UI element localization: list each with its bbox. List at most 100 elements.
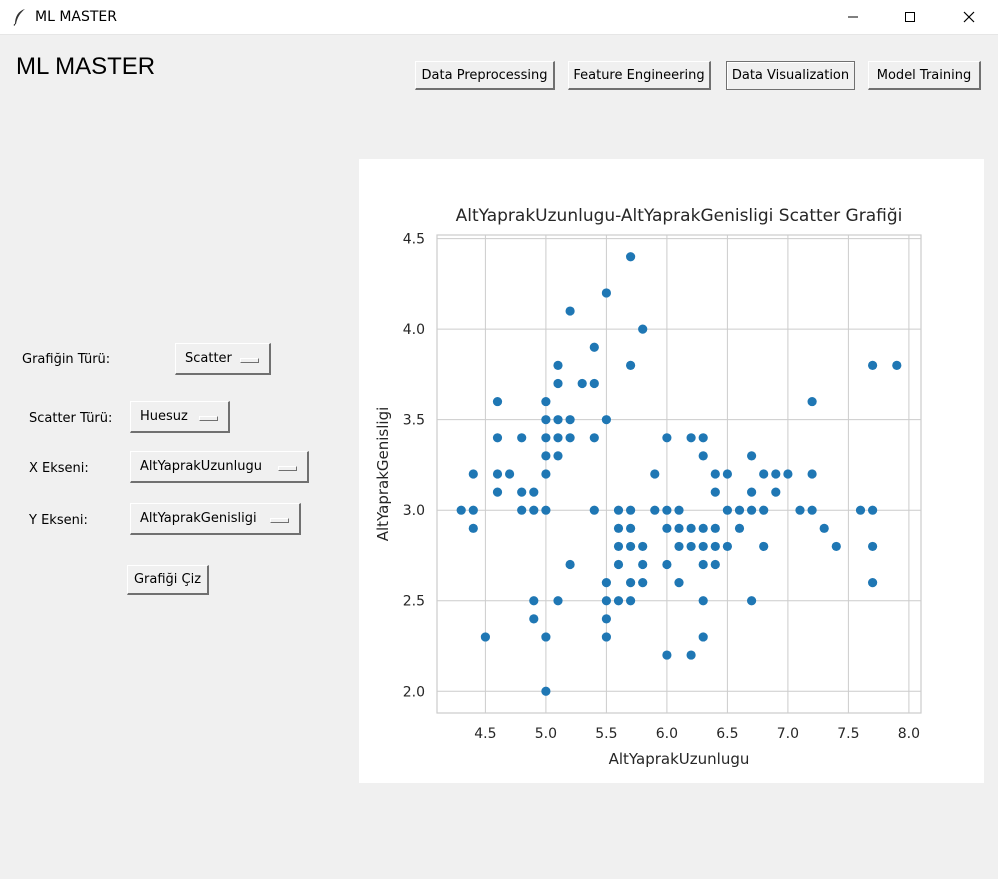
scatter-point xyxy=(698,523,708,533)
scatter-point xyxy=(662,559,672,570)
maximize-button[interactable] xyxy=(887,0,933,34)
scatter-type-select[interactable]: Huesuz xyxy=(130,401,230,433)
x-tick-label: 7.5 xyxy=(837,726,859,742)
scatter-point xyxy=(747,451,757,461)
scatter-point xyxy=(601,415,611,425)
close-button[interactable] xyxy=(946,0,992,34)
scatter-point xyxy=(601,596,611,606)
scatter-point xyxy=(553,451,563,461)
scatter-point xyxy=(589,433,599,443)
scatter-point xyxy=(662,523,672,533)
draw-chart-button[interactable]: Grafiği Çiz xyxy=(127,565,209,595)
window-title: ML MASTER xyxy=(35,9,117,25)
minimize-button[interactable] xyxy=(830,0,876,34)
scatter-point xyxy=(759,541,769,552)
scatter-point xyxy=(517,433,527,443)
scatter-chart: 4.5 5.0 5.5 6.0 6.5 7.0 7.5 8.0 2.0 2.5 3.0 3.5 4.0 4… xyxy=(374,206,922,768)
scatter-point xyxy=(686,433,696,443)
chart-title: AltYaprakUzunlugu-AltYaprakGenisligi Sca… xyxy=(456,206,903,226)
scatter-point xyxy=(577,378,587,389)
scatter-point xyxy=(819,523,829,533)
scatter-point xyxy=(807,469,817,479)
x-axis-value: AltYaprakUzunlugu xyxy=(140,459,262,474)
y-axis-select[interactable]: AltYaprakGenisligi xyxy=(130,503,301,535)
scatter-type-label: Scatter Türü: xyxy=(29,411,113,426)
option-menu-indicator-icon xyxy=(240,358,259,363)
y-tick-label: 4.0 xyxy=(403,322,425,338)
scatter-point xyxy=(771,469,781,479)
scatter-point xyxy=(492,396,503,407)
scatter-point xyxy=(626,578,636,588)
scatter-point xyxy=(468,469,478,479)
option-menu-indicator-icon xyxy=(270,518,289,523)
tab-feature-engineering[interactable]: Feature Engineering xyxy=(568,61,711,90)
scatter-point xyxy=(662,433,672,443)
scatter-point xyxy=(505,469,515,479)
scatter-point xyxy=(747,505,757,515)
scatter-point xyxy=(759,469,769,479)
scatter-point xyxy=(759,505,769,515)
x-axis-label: X Ekseni: xyxy=(29,461,89,476)
scatter-point xyxy=(589,378,599,389)
x-axis-select[interactable]: AltYaprakUzunlugu xyxy=(130,451,309,483)
chart-type-value: Scatter xyxy=(185,351,232,366)
scatter-point xyxy=(613,541,624,552)
x-tick-label: 6.5 xyxy=(716,726,738,742)
scatter-point xyxy=(698,559,708,570)
scatter-point xyxy=(626,360,636,370)
scatter-point xyxy=(553,378,563,389)
scatter-point xyxy=(529,487,539,497)
chart-type-label: Grafiğin Türü: xyxy=(22,352,111,367)
scatter-point xyxy=(529,596,539,606)
scatter-point xyxy=(492,469,503,479)
scatter-point xyxy=(783,469,793,479)
scatter-point xyxy=(698,541,708,552)
x-tick-label: 5.5 xyxy=(595,726,617,742)
scatter-point xyxy=(855,505,866,515)
scatter-point xyxy=(565,559,575,570)
scatter-point xyxy=(492,487,503,497)
x-tick-label: 5.0 xyxy=(535,726,557,742)
scatter-point xyxy=(529,505,539,515)
scatter-point xyxy=(553,415,563,425)
scatter-point xyxy=(734,505,745,515)
scatter-point xyxy=(747,596,757,606)
option-menu-indicator-icon xyxy=(199,416,218,421)
feather-icon xyxy=(13,9,25,26)
plot-area xyxy=(436,234,922,714)
scatter-point xyxy=(613,505,624,515)
y-tick-label: 2.0 xyxy=(403,684,425,700)
scatter-point xyxy=(722,541,732,552)
scatter-point xyxy=(686,650,696,660)
title-bar: ML MASTER xyxy=(0,0,998,35)
scatter-point xyxy=(868,505,878,515)
scatter-point xyxy=(662,650,672,660)
tab-model-training[interactable]: Model Training xyxy=(868,61,981,90)
tab-data-preprocessing[interactable]: Data Preprocessing xyxy=(415,61,555,90)
scatter-point xyxy=(480,632,490,642)
scatter-point xyxy=(795,505,805,515)
y-tick-label: 3.5 xyxy=(403,413,425,429)
scatter-point xyxy=(529,614,539,624)
scatter-point xyxy=(601,614,611,624)
tab-data-visualization[interactable]: Data Visualization xyxy=(726,61,855,90)
scatter-point xyxy=(686,541,696,552)
x-axis-title: AltYaprakUzunlugu xyxy=(609,750,750,768)
scatter-point xyxy=(807,396,817,407)
scatter-point xyxy=(638,578,648,588)
x-tick-label: 8.0 xyxy=(898,726,920,742)
maximize-icon xyxy=(905,12,915,22)
scatter-point xyxy=(650,505,660,515)
scatter-point xyxy=(831,541,841,552)
chart-type-select[interactable]: Scatter xyxy=(175,343,271,375)
scatter-point xyxy=(698,433,708,443)
scatter-point xyxy=(710,559,720,570)
scatter-point xyxy=(638,541,648,552)
scatter-point xyxy=(650,469,660,479)
x-tick-label: 4.5 xyxy=(474,726,496,742)
scatter-point xyxy=(541,396,551,407)
option-menu-indicator-icon xyxy=(278,466,297,471)
scatter-point xyxy=(601,632,611,642)
scatter-point xyxy=(589,342,599,352)
y-tick-label: 2.5 xyxy=(403,594,425,610)
